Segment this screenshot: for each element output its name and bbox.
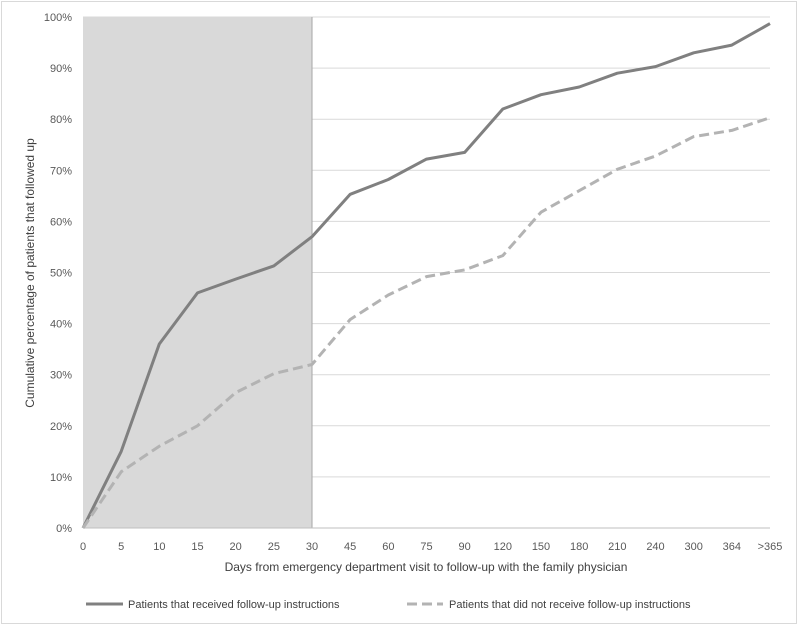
y-tick-label: 60% [50,216,72,228]
legend-label-not-received: Patients that did not receive follow-up … [449,599,691,611]
x-tick-label: 30 [306,541,318,553]
x-tick-label: 0 [80,541,86,553]
y-tick-label: 80% [50,114,72,126]
y-tick-label: 50% [50,268,72,280]
x-tick-label: 180 [570,541,588,553]
y-tick-labels: 0% 10% 20% 30% 40% 50% 60% 70% 80% 90% 100% [44,12,72,535]
series-line-received [81,22,771,529]
x-axis-title: Days from emergency department visit to … [225,560,628,574]
x-tick-label: 15 [191,541,203,553]
x-tick-label: 20 [230,541,242,553]
x-tick-label: 60 [382,541,394,553]
series-lines [81,22,771,529]
y-tick-label: 100% [44,12,72,24]
x-tick-label: 210 [608,541,626,553]
x-tick-label: 45 [344,541,356,553]
series-line-not-received [81,116,771,529]
x-tick-label: 10 [153,541,165,553]
x-tick-label: 25 [268,541,280,553]
x-tick-label: 120 [494,541,512,553]
y-tick-label: 30% [50,370,72,382]
x-tick-label: 300 [684,541,702,553]
x-tick-label: 150 [532,541,550,553]
y-tick-label: 10% [50,472,72,484]
y-tick-label: 70% [50,165,72,177]
x-tick-label: 75 [420,541,432,553]
y-tick-label: 90% [50,63,72,75]
x-tick-label: >365 [758,541,783,553]
x-tick-labels: 0 5 10 15 20 25 30 45 60 75 90 120 150 180 210 240 300 36… [80,541,782,553]
y-tick-label: 0% [56,523,72,535]
y-axis-title: Cumulative percentage of patients that f… [23,138,37,408]
y-tick-label: 20% [50,421,72,433]
x-tick-label: 90 [459,541,471,553]
y-tick-label: 40% [50,319,72,331]
legend: Patients that received follow-up instruc… [86,599,691,611]
x-tick-label: 364 [723,541,741,553]
legend-label-received: Patients that received follow-up instruc… [128,599,340,611]
x-tick-label: 240 [646,541,664,553]
x-tick-label: 5 [118,541,124,553]
